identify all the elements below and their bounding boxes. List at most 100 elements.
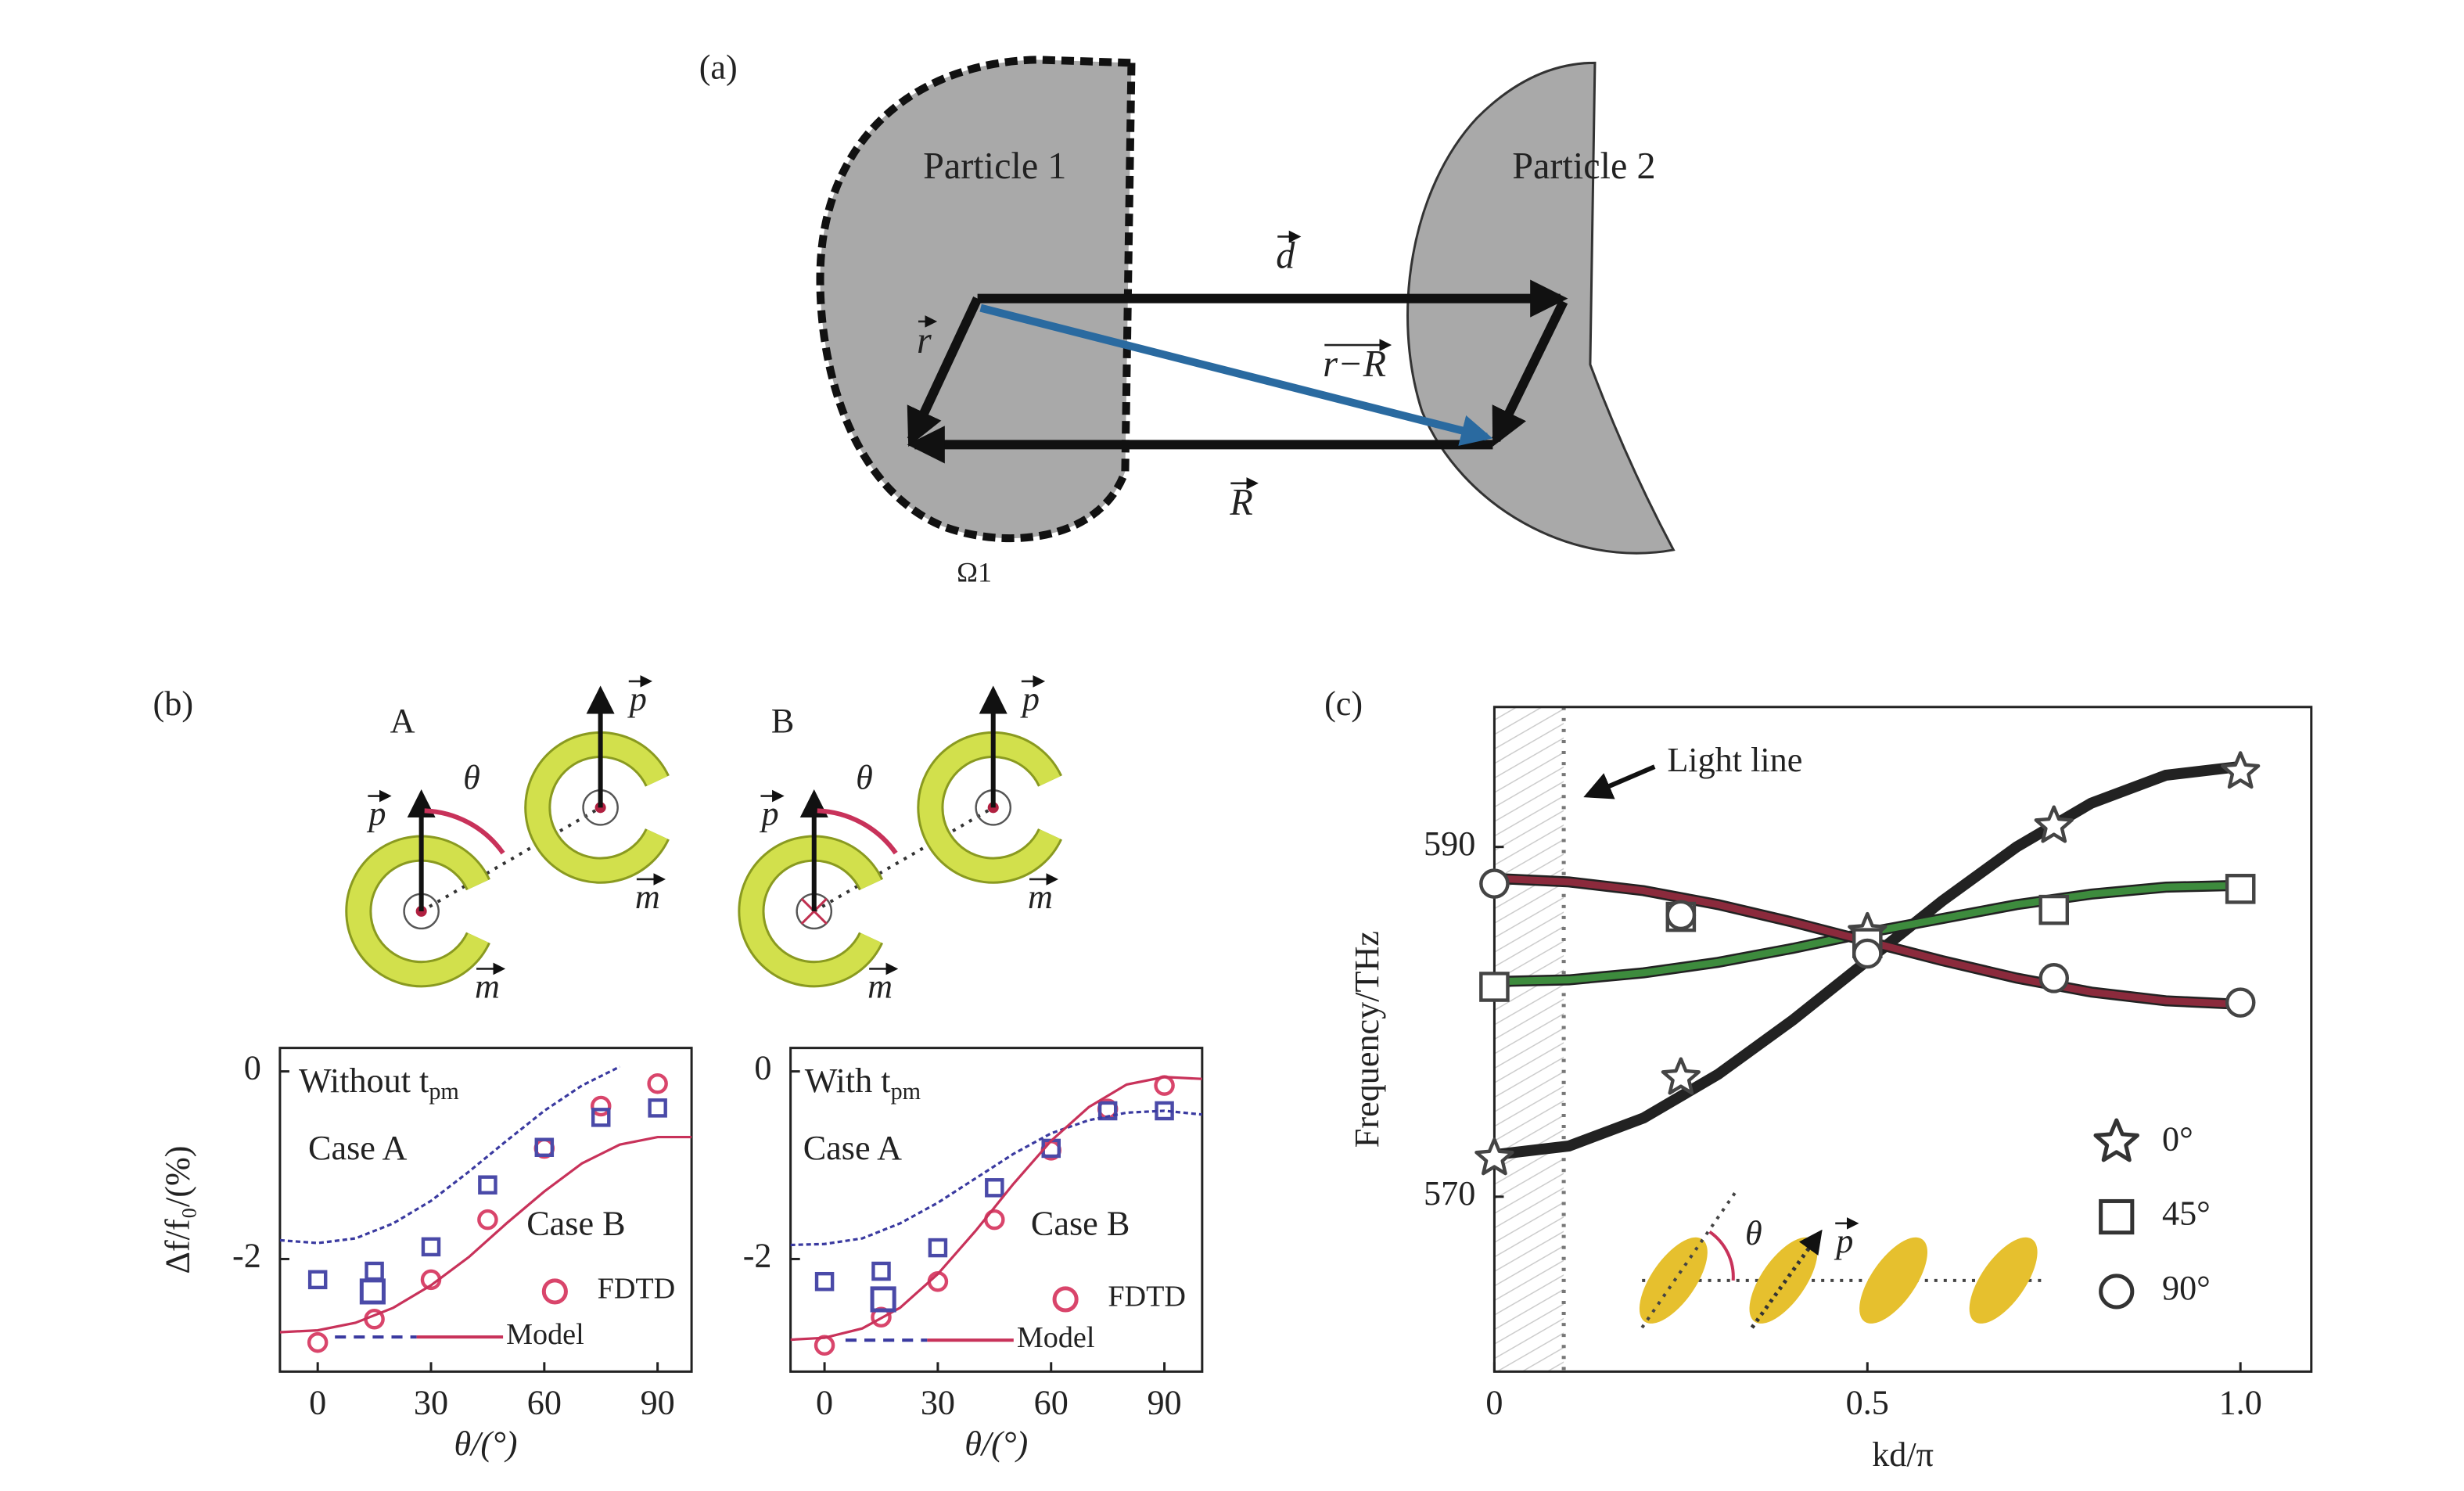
x-axis-label: kd/π: [1872, 1435, 1934, 1474]
vector-label: r−R: [1323, 343, 1386, 385]
annotation-arrow: [1583, 764, 1656, 799]
vector-r: [907, 296, 982, 447]
legend-marker: [359, 1278, 386, 1305]
annotation: Light line: [1667, 741, 1802, 779]
model-curve: [279, 1065, 621, 1245]
y-tick-label: 590: [1424, 825, 1475, 863]
marker: [1097, 1101, 1118, 1121]
marker: [2034, 805, 2074, 843]
x-tick-label: 0.5: [1846, 1384, 1889, 1422]
inset-particle: [1859, 1237, 1928, 1324]
case-label: B: [771, 702, 794, 740]
x-tick-label: 90: [1147, 1384, 1181, 1422]
marker: [648, 1098, 667, 1118]
case-label: A: [390, 702, 415, 740]
legend-label: 90°: [2162, 1269, 2211, 1307]
annotation-sub: pm: [891, 1078, 921, 1105]
marker: [928, 1238, 948, 1258]
dipole-label: p: [1020, 680, 1040, 718]
y-tick-label: 0: [754, 1049, 771, 1087]
x-axis-label: θ/(°): [964, 1425, 1028, 1463]
marker: [421, 1237, 441, 1257]
panel-a: (a) Particle 1 Particle 2 d r r−R R Ω1: [699, 49, 1676, 587]
y-axis-label: Δf/f₀/(%): [159, 1145, 197, 1274]
annotation-text: Light line: [1667, 741, 1802, 779]
y-tick-label: 570: [1424, 1174, 1475, 1213]
y-tick-label: -2: [743, 1237, 772, 1275]
particle-label: Particle 2: [1512, 146, 1655, 187]
annotation-text: Without t: [299, 1062, 429, 1100]
inset-dipole-label: p: [1834, 1222, 1853, 1260]
dipole-label: p: [627, 680, 647, 718]
x-tick-label: 90: [641, 1384, 675, 1422]
x-tick-label: 0: [309, 1384, 326, 1422]
angle-arc: [424, 808, 505, 855]
annotation-text: Case B: [1031, 1205, 1130, 1243]
x-tick-label: 30: [921, 1384, 955, 1422]
marker: [2225, 987, 2256, 1018]
model-curve: [279, 1135, 692, 1334]
legend-label: FDTD: [598, 1273, 676, 1306]
vector-label: r: [917, 320, 932, 361]
x-tick-label: 0: [1485, 1384, 1503, 1422]
dipole-label: p: [366, 795, 386, 833]
legend-label: 45°: [2162, 1195, 2211, 1233]
x-tick-label: 30: [414, 1384, 448, 1422]
panel-label: (b): [153, 684, 194, 723]
marker: [2038, 963, 2070, 993]
moment-label: m: [475, 967, 500, 1005]
legend-label: 0°: [2162, 1119, 2193, 1158]
vector-r2: [1492, 299, 1568, 447]
x-tick-label: 0: [816, 1384, 833, 1422]
annotation-sub: pm: [429, 1078, 458, 1105]
annotation: With tpm: [805, 1062, 921, 1105]
plot-frame: [278, 1047, 693, 1373]
marker: [814, 1271, 835, 1292]
annotation: Case B: [526, 1205, 625, 1243]
particle-2-shape: [1406, 61, 1676, 555]
marker: [590, 1095, 612, 1117]
moment-label: m: [867, 967, 893, 1005]
annotation: Without tpm: [299, 1062, 459, 1105]
split-ring: [347, 837, 489, 986]
split-ring: [919, 733, 1061, 882]
marker: [1474, 1137, 1514, 1176]
vector-label: R: [1229, 482, 1252, 523]
split-ring: [526, 733, 668, 882]
angle-label: θ: [856, 758, 873, 796]
marker: [1479, 868, 1510, 899]
marker: [307, 1331, 329, 1353]
y-tick-label: -2: [232, 1237, 261, 1275]
moment-label: m: [1028, 878, 1053, 916]
region-label: Ω1: [957, 556, 992, 587]
panel-label: (a): [699, 49, 738, 87]
annotation-text: With t: [805, 1062, 892, 1100]
marker: [871, 1261, 891, 1281]
legend-label: Model: [506, 1318, 584, 1351]
plot-frame: [1492, 706, 2313, 1373]
dipole-label: p: [759, 795, 778, 833]
marker: [307, 1270, 328, 1290]
marker: [2093, 1118, 2139, 1162]
marker: [647, 1072, 668, 1094]
vector-r-minus-R: [979, 304, 1493, 446]
panel-b-diagram: (b) A B: [153, 684, 795, 740]
marker: [2225, 874, 2256, 904]
angle-arc: [817, 808, 898, 855]
vector-label: d: [1276, 235, 1295, 276]
marker: [591, 1108, 611, 1127]
marker: [1661, 1057, 1701, 1095]
annotation: Case B: [1031, 1205, 1130, 1243]
particle-label: Particle 1: [923, 146, 1066, 187]
angle-label: θ: [463, 758, 480, 796]
split-ring: [740, 837, 882, 986]
inset-particle: [1969, 1237, 2038, 1324]
annotation: Case A: [803, 1129, 902, 1167]
moment-label: m: [635, 878, 660, 916]
legend-label: FDTD: [1108, 1281, 1186, 1313]
marker: [1479, 972, 1510, 1002]
marker: [1665, 900, 1697, 931]
annotation-text: Case B: [526, 1205, 625, 1243]
marker: [534, 1137, 555, 1157]
annotation-text: Case A: [308, 1129, 407, 1167]
